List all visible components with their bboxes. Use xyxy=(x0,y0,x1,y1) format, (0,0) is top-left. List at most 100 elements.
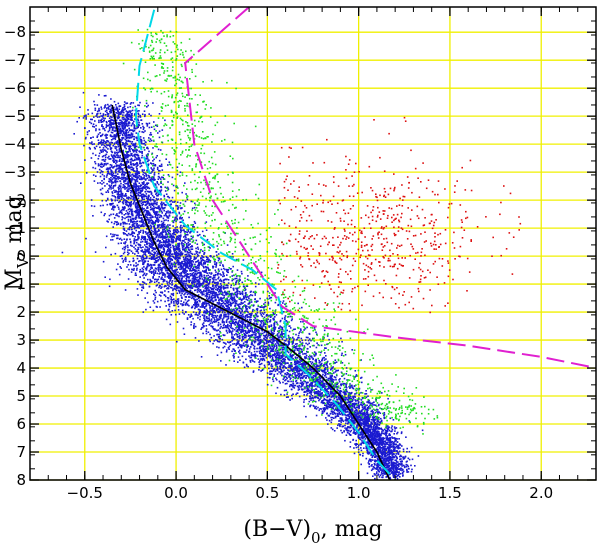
main-sequence-stars-point xyxy=(357,429,360,431)
main-sequence-stars-point xyxy=(213,294,215,297)
main-sequence-stars-point xyxy=(145,197,148,199)
main-sequence-stars-point xyxy=(222,264,224,266)
main-sequence-stars-point xyxy=(109,148,112,150)
main-sequence-stars-point xyxy=(179,235,182,238)
main-sequence-stars-point xyxy=(116,237,118,240)
main-sequence-stars-point xyxy=(103,175,106,177)
main-sequence-stars-point xyxy=(153,200,156,203)
main-sequence-stars-point xyxy=(395,427,398,429)
main-sequence-stars-point xyxy=(274,339,276,341)
main-sequence-stars-point xyxy=(220,325,222,328)
main-sequence-stars-point xyxy=(180,221,182,223)
main-sequence-stars-point xyxy=(340,337,342,340)
main-sequence-stars-point xyxy=(146,206,149,208)
main-sequence-stars-point xyxy=(216,318,218,320)
main-sequence-stars-point xyxy=(224,278,227,280)
main-sequence-stars-point xyxy=(333,397,336,400)
main-sequence-stars-point xyxy=(372,443,375,446)
main-sequence-stars-point xyxy=(290,380,292,383)
main-sequence-stars-point xyxy=(98,152,101,155)
main-sequence-stars-point xyxy=(357,446,359,448)
main-sequence-stars-point xyxy=(123,132,126,135)
main-sequence-stars-point xyxy=(231,275,233,277)
main-sequence-stars-point xyxy=(233,312,236,315)
main-sequence-stars-point xyxy=(150,167,152,169)
main-sequence-stars-point xyxy=(259,355,262,358)
main-sequence-stars-point xyxy=(239,352,241,355)
main-sequence-stars-point xyxy=(353,406,356,409)
main-sequence-stars-point xyxy=(120,222,122,225)
main-sequence-stars-point xyxy=(175,250,178,253)
main-sequence-stars-point xyxy=(143,273,145,276)
main-sequence-stars-point xyxy=(384,445,387,448)
main-sequence-stars-point xyxy=(138,178,141,180)
main-sequence-stars-point xyxy=(157,229,160,231)
main-sequence-stars-point xyxy=(183,258,185,260)
main-sequence-stars-point xyxy=(383,451,385,454)
main-sequence-stars-point xyxy=(187,266,189,269)
main-sequence-stars-point xyxy=(205,332,208,335)
main-sequence-stars-point xyxy=(264,326,267,328)
main-sequence-stars-point xyxy=(121,126,124,128)
main-sequence-stars-point xyxy=(363,406,366,408)
main-sequence-stars-point xyxy=(283,332,285,335)
main-sequence-stars-point xyxy=(373,453,376,455)
main-sequence-stars-point xyxy=(214,269,217,272)
main-sequence-stars-point xyxy=(150,190,152,193)
main-sequence-stars-point xyxy=(206,238,209,241)
main-sequence-stars-point xyxy=(348,401,350,403)
main-sequence-stars-point xyxy=(184,234,187,236)
main-sequence-stars-point xyxy=(266,337,268,340)
main-sequence-stars-point xyxy=(370,460,372,463)
main-sequence-stars-point xyxy=(326,373,329,375)
main-sequence-stars-point xyxy=(156,272,159,275)
main-sequence-stars-point xyxy=(367,422,369,425)
main-sequence-stars-point xyxy=(288,380,290,383)
main-sequence-stars-point xyxy=(91,141,93,143)
main-sequence-stars-point xyxy=(196,260,198,263)
main-sequence-stars-point xyxy=(127,161,130,164)
main-sequence-stars-point xyxy=(93,146,96,149)
main-sequence-stars-point xyxy=(156,168,159,171)
main-sequence-stars-point xyxy=(114,177,116,180)
main-sequence-stars-point xyxy=(105,133,107,136)
main-sequence-stars-point xyxy=(344,382,346,385)
main-sequence-stars-point xyxy=(176,340,178,343)
main-sequence-stars-point xyxy=(238,326,241,329)
main-sequence-stars-point xyxy=(273,323,275,326)
main-sequence-stars-point xyxy=(158,130,161,133)
main-sequence-stars-point xyxy=(219,297,222,300)
main-sequence-stars-point xyxy=(126,136,129,139)
main-sequence-stars-point xyxy=(112,185,115,187)
main-sequence-stars-point xyxy=(235,316,237,318)
main-sequence-stars-point xyxy=(302,363,305,365)
main-sequence-stars-point xyxy=(96,104,99,106)
main-sequence-stars-point xyxy=(252,308,254,311)
main-sequence-stars-point xyxy=(379,441,382,443)
main-sequence-stars-point xyxy=(180,265,183,267)
main-sequence-stars-point xyxy=(164,186,167,189)
main-sequence-stars-point xyxy=(171,284,173,286)
main-sequence-stars-point xyxy=(273,337,276,340)
main-sequence-stars-point xyxy=(170,314,173,316)
main-sequence-stars-point xyxy=(328,395,330,398)
main-sequence-stars-point xyxy=(337,402,340,404)
main-sequence-stars-point xyxy=(226,292,229,295)
main-sequence-stars-point xyxy=(293,371,296,374)
main-sequence-stars-point xyxy=(328,406,331,409)
main-sequence-stars-point xyxy=(283,352,285,354)
main-sequence-stars-point xyxy=(194,253,196,256)
main-sequence-stars-point xyxy=(147,163,150,165)
main-sequence-stars-point xyxy=(197,314,199,317)
main-sequence-stars-point xyxy=(220,268,223,271)
main-sequence-stars-point xyxy=(230,316,232,318)
main-sequence-stars-point xyxy=(168,161,171,163)
main-sequence-stars-point xyxy=(227,271,229,274)
main-sequence-stars-point xyxy=(123,179,125,182)
main-sequence-stars-point xyxy=(133,267,135,270)
main-sequence-stars-point xyxy=(226,318,228,321)
main-sequence-stars-point xyxy=(166,260,169,263)
main-sequence-stars-point xyxy=(108,178,111,180)
main-sequence-stars-point xyxy=(375,455,377,457)
main-sequence-stars-point xyxy=(295,393,297,396)
